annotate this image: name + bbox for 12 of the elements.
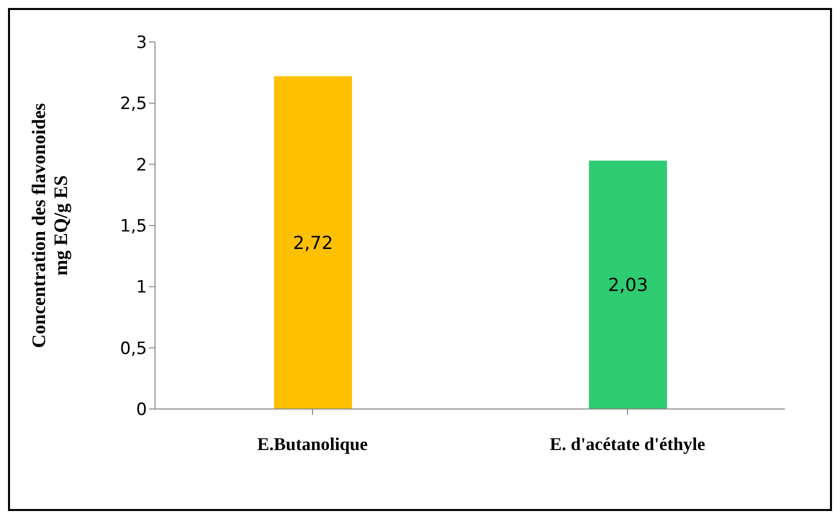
y-tick-label: 3 bbox=[136, 33, 147, 54]
x-tick-label: E. d'acétate d'éthyle bbox=[550, 434, 706, 454]
x-tick-label: E.Butanolique bbox=[257, 434, 368, 454]
y-tick-label: 0 bbox=[136, 400, 147, 420]
y-tick-label: 1 bbox=[136, 278, 147, 298]
y-tick-label: 2,5 bbox=[120, 94, 147, 114]
y-tick-label: 2 bbox=[136, 155, 147, 176]
data-label: 2,72 bbox=[292, 233, 334, 254]
y-axis-title: Concentration des flavonoides mg EQ/g ES bbox=[29, 103, 72, 348]
y-tick-label: 1,5 bbox=[120, 216, 147, 237]
data-label: 2,03 bbox=[608, 275, 648, 296]
y-tick-label: 0,5 bbox=[120, 338, 147, 359]
